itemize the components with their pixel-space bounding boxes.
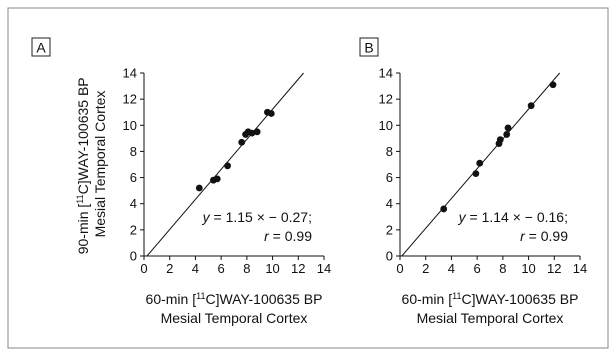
- panel-b-point: [503, 131, 511, 138]
- panel-a-xlabel-sup: 11: [196, 291, 205, 301]
- panel-b-xlabel: 60-min [11C]WAY-100635 BP: [402, 291, 579, 307]
- panel-a-xlabel-pre: 60-min [: [146, 291, 197, 307]
- panel-a-points: [195, 108, 275, 192]
- panel-b-xtick-label: 10: [521, 261, 535, 276]
- panel-b-ytick-label: 4: [386, 196, 393, 211]
- panel-a-r-symbol: r: [264, 228, 270, 244]
- panel-b-xtick-label: 4: [448, 261, 455, 276]
- panel-b-xticks: 0 2 4 6 8 10 12 14: [396, 256, 587, 276]
- panel-b-point: [472, 170, 480, 178]
- panel-b-r-value: r = 0.99: [520, 228, 568, 244]
- panel-a-ytick-label: 12: [123, 92, 137, 107]
- panel-b-xtick-label: 0: [396, 261, 403, 276]
- panel-a-ytick-label: 8: [130, 144, 137, 159]
- panel-b-point: [496, 136, 504, 144]
- panel-a-r-value: r = 0.99: [264, 228, 312, 244]
- panel-b-xtick-label: 14: [573, 261, 587, 276]
- panel-a-xtick-label: 8: [243, 261, 250, 276]
- panel-b-ytick-label: 6: [386, 170, 393, 185]
- panel-b-label-box: [359, 37, 379, 57]
- panel-b-r-text: = 0.99: [525, 228, 568, 244]
- panel-b-ytick-label: 10: [379, 118, 393, 133]
- panel-b-xlabel-line2: Mesial Temporal Cortex: [417, 310, 564, 326]
- panel-b-xtick-label: 8: [499, 261, 506, 276]
- panel-b-eq-text: = 1.14 × − 0.16;: [466, 209, 568, 225]
- panel-a-ylabel-sup: 11: [75, 194, 85, 203]
- panel-a-ytick-label: 14: [123, 66, 137, 81]
- panel-a-xtick-label: 12: [291, 261, 305, 276]
- panel-b-points: [440, 81, 557, 213]
- panel-b-xtick-label: 6: [474, 261, 481, 276]
- panel-a-yticks: 0 2 4 6 8 10 12 14: [123, 66, 144, 264]
- panel-b-point: [440, 205, 448, 213]
- panel-b-ytick-label: 2: [386, 222, 393, 237]
- panel-b: B 0 2 4 6 8 10 12 14 0 2 4 6 8 10 12 14 y = 1.14 × − 0…: [359, 37, 587, 326]
- panel-b-xtick-label: 12: [547, 261, 561, 276]
- panel-a-r-text: = 0.99: [269, 228, 312, 244]
- panel-a-ylabel-line1: 90-min [11C]WAY-100635 BP: [75, 74, 91, 255]
- panel-a-ylabel-pre: 90-min [: [75, 204, 91, 255]
- panel-a-eq-text: = 1.15 × − 0.27;: [210, 209, 312, 225]
- panel-b-ytick-label: 12: [379, 92, 393, 107]
- panel-a-xtick-label: 4: [192, 261, 199, 276]
- panel-a-xtick-label: 6: [218, 261, 225, 276]
- panel-a-point: [195, 184, 203, 192]
- panel-b-xlabel-post: C]WAY-100635 BP: [461, 291, 578, 307]
- panel-a-point: [238, 138, 246, 146]
- panel-b-label: B: [364, 40, 373, 56]
- panel-b-point: [527, 102, 535, 110]
- panel-a-ytick-label: 0: [130, 249, 137, 264]
- panel-a-xtick-label: 14: [317, 261, 331, 276]
- panel-a-ylabel-line2: Mesial Temporal Cortex: [92, 91, 108, 238]
- panel-b-eq-y: y: [458, 209, 467, 225]
- panel-a-eq-y: y: [202, 209, 211, 225]
- panel-b-ytick-label: 14: [379, 66, 393, 81]
- panel-a-point: [253, 128, 261, 136]
- panel-a-label-box: [31, 37, 51, 57]
- panel-b-ytick-label: 8: [386, 144, 393, 159]
- panel-a-label: A: [36, 40, 46, 56]
- figure-frame: [7, 7, 609, 349]
- panel-a-equation: y = 1.15 × − 0.27;: [202, 209, 312, 225]
- panel-b-point: [476, 159, 484, 167]
- panel-a: A 90-min [11C]WAY-100635 BP Mesial Tempo…: [31, 37, 331, 326]
- panel-a-xtick-label: 2: [166, 261, 173, 276]
- panel-a-ytick-label: 10: [123, 118, 137, 133]
- panel-a-point: [213, 175, 221, 183]
- panel-a-ytick-label: 4: [130, 196, 137, 211]
- panel-b-equation: y = 1.14 × − 0.16;: [458, 209, 568, 225]
- panel-a-point: [267, 110, 275, 117]
- panel-a-ylabel: 90-min [11C]WAY-100635 BP Mesial Tempora…: [75, 74, 108, 255]
- panel-b-xlabel-pre: 60-min [: [402, 291, 453, 307]
- panel-b-point: [504, 124, 512, 132]
- panel-a-point: [224, 162, 231, 170]
- panel-a-ytick-label: 2: [130, 222, 137, 237]
- panel-a-xlabel-post: C]WAY-100635 BP: [205, 291, 322, 307]
- panel-b-ytick-label: 0: [386, 249, 393, 264]
- panel-a-xticks: 0 2 4 6 8 10 12 14: [140, 256, 331, 276]
- panel-b-point: [549, 81, 557, 89]
- panel-a-xlabel: 60-min [11C]WAY-100635 BP: [146, 291, 323, 307]
- panel-a-ytick-label: 6: [130, 170, 137, 185]
- panel-b-yticks: 0 2 4 6 8 10 12 14: [379, 66, 400, 264]
- panel-b-r-symbol: r: [520, 228, 526, 244]
- panel-a-xlabel-line2: Mesial Temporal Cortex: [161, 310, 308, 326]
- panel-a-ylabel-post: C]WAY-100635 BP: [75, 78, 91, 195]
- panel-a-xtick-label: 10: [265, 261, 279, 276]
- panel-a-point: [248, 129, 256, 137]
- panel-a-xtick-label: 0: [140, 261, 147, 276]
- panel-b-xlabel-sup: 11: [452, 291, 461, 301]
- panel-b-xtick-label: 2: [422, 261, 429, 276]
